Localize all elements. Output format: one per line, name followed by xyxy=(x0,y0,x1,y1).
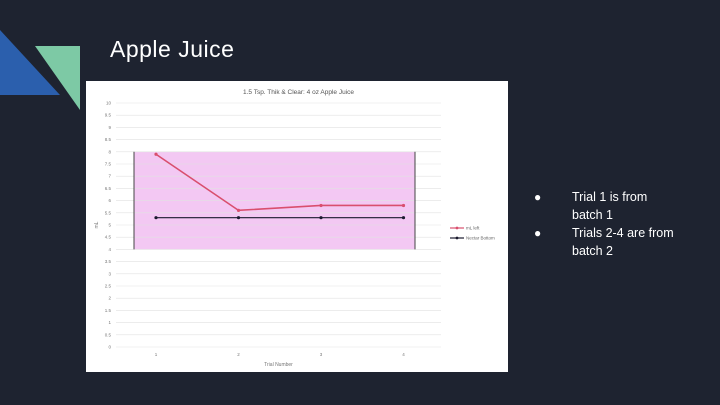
y-tick-label: 0 xyxy=(108,345,111,350)
bullet-item: ● Trials 2-4 are from batch 2 xyxy=(530,224,680,260)
bullet-list: ● Trial 1 is from batch 1 ● Trials 2-4 a… xyxy=(530,188,680,260)
x-tick-label: 3 xyxy=(320,352,323,357)
x-tick-label: 4 xyxy=(402,352,405,357)
legend-label: Nectar Bottom xyxy=(466,236,495,241)
y-tick-label: 6 xyxy=(108,198,111,203)
y-tick-label: 5 xyxy=(108,223,111,228)
y-tick-label: 7.5 xyxy=(105,162,112,167)
y-tick-label: 9 xyxy=(108,125,111,130)
bullet-text: Trials 2-4 are from batch 2 xyxy=(572,226,674,258)
y-tick-label: 1.5 xyxy=(105,308,112,313)
legend-marker xyxy=(455,236,459,240)
x-tick-label: 2 xyxy=(237,352,240,357)
bullet-text: Trial 1 is from batch 1 xyxy=(572,190,648,222)
bullet-dot-icon: ● xyxy=(534,226,542,240)
legend-label: mL left xyxy=(466,226,480,231)
slide-title: Apple Juice xyxy=(110,36,235,62)
bullet-dot-icon: ● xyxy=(534,190,542,204)
data-point xyxy=(154,216,158,220)
accent-green-shape xyxy=(35,46,80,110)
data-point xyxy=(401,216,406,220)
chart-image: 1.5 Tsp. Thik & Clear: 4 oz Apple Juice 0… xyxy=(86,81,508,372)
data-point xyxy=(401,203,406,208)
line-chart: 1.5 Tsp. Thik & Clear: 4 oz Apple Juice 0… xyxy=(94,89,495,368)
x-tick-label: 1 xyxy=(155,352,158,357)
y-tick-label: 2 xyxy=(108,296,111,301)
y-axis-label: mL xyxy=(94,221,100,228)
data-point xyxy=(319,216,323,220)
y-tick-label: 6.5 xyxy=(105,186,112,191)
legend-marker xyxy=(455,226,459,230)
y-tick-label: 7 xyxy=(108,174,111,179)
x-axis-label: Trial Number xyxy=(264,362,293,368)
corner-accent-shape xyxy=(0,30,80,110)
y-tick-label: 1 xyxy=(108,320,111,325)
series-line xyxy=(155,153,404,212)
bullet-item: ● Trial 1 is from batch 1 xyxy=(530,188,680,224)
y-tick-label: 8 xyxy=(108,149,111,154)
data-point xyxy=(236,208,241,212)
y-tick-label: 5.5 xyxy=(105,210,112,215)
data-point xyxy=(154,152,158,156)
data-point xyxy=(319,203,323,208)
accent-blue-shape xyxy=(0,30,60,95)
data-point xyxy=(236,216,241,220)
y-tick-label: 8.5 xyxy=(105,137,112,142)
y-tick-label: 10 xyxy=(106,101,112,106)
y-tick-label: 4.5 xyxy=(105,235,112,240)
y-tick-label: 0.5 xyxy=(105,332,112,337)
y-tick-label: 3 xyxy=(108,271,111,276)
y-tick-label: 9.5 xyxy=(105,113,112,118)
y-tick-label: 2.5 xyxy=(105,284,112,289)
chart-title: 1.5 Tsp. Thik & Clear: 4 oz Apple Juice xyxy=(243,89,354,96)
y-tick-label: 3.5 xyxy=(105,259,112,264)
y-tick-label: 4 xyxy=(108,247,111,252)
